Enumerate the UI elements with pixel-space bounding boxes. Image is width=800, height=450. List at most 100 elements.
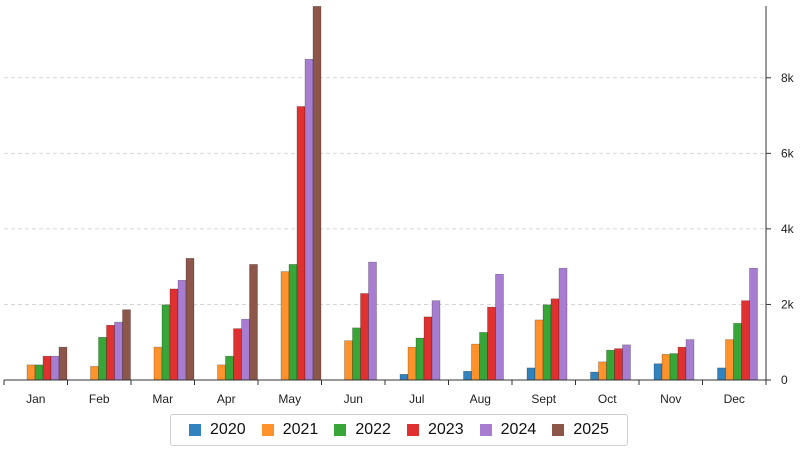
bar-2025-may[interactable]: [312, 6, 322, 381]
legend-swatch: [189, 424, 202, 436]
x-tick-label: Dec: [724, 392, 745, 406]
bar-2024-feb[interactable]: [114, 321, 123, 381]
bar-2023-oct[interactable]: [614, 348, 623, 381]
x-tick-label: Mar: [152, 392, 173, 406]
bar-2023-mar[interactable]: [169, 288, 179, 381]
legend-item-2022[interactable]: 2022: [334, 421, 391, 439]
bar-2024-dec[interactable]: [749, 267, 758, 381]
legend-label: 2025: [573, 421, 609, 438]
bar-2023-may[interactable]: [296, 106, 306, 381]
bar-2024-jul[interactable]: [431, 300, 441, 381]
bar-2022-dec[interactable]: [733, 323, 742, 381]
bar-2024-mar[interactable]: [177, 279, 187, 381]
x-tick-label: Feb: [89, 392, 110, 406]
legend-swatch: [334, 424, 347, 436]
legend-swatch: [407, 424, 419, 436]
bar-2024-aug[interactable]: [495, 273, 504, 381]
bar-2021-mar[interactable]: [153, 346, 163, 381]
bar-2025-apr[interactable]: [249, 264, 258, 381]
bar-2021-aug[interactable]: [471, 343, 480, 381]
bar-2021-dec[interactable]: [725, 339, 734, 381]
x-tick-label: Jul: [409, 392, 424, 406]
bar-2022-sept[interactable]: [542, 304, 552, 381]
bar-2023-feb[interactable]: [106, 324, 115, 381]
bar-2020-oct[interactable]: [590, 371, 599, 381]
x-tick-label: Sept: [531, 392, 556, 406]
bar-2022-apr[interactable]: [225, 355, 234, 381]
bars: [26, 6, 758, 381]
x-tick-label: Aug: [470, 392, 491, 406]
bar-2025-feb[interactable]: [122, 309, 131, 381]
bar-2022-nov[interactable]: [669, 353, 679, 381]
legend-label: 2023: [428, 421, 464, 438]
bar-2022-jan[interactable]: [34, 364, 44, 381]
axes: 0 2k 4k 6k 8k Jan Feb Mar Apr May Jun Jul Aug Sept Oct…: [3, 6, 795, 406]
x-tick-label: Jun: [344, 392, 363, 406]
bar-2022-aug[interactable]: [479, 332, 488, 381]
x-tick-label: Apr: [217, 392, 236, 406]
bar-2022-mar[interactable]: [161, 304, 171, 381]
bar-2022-jul[interactable]: [415, 337, 425, 381]
y-tick-label: 0: [781, 373, 788, 387]
bar-2025-mar[interactable]: [185, 258, 195, 381]
legend-label: 2020: [210, 421, 246, 438]
bar-2024-apr[interactable]: [241, 318, 250, 381]
x-tick-label: Nov: [660, 392, 681, 406]
bar-2023-dec[interactable]: [741, 300, 750, 381]
legend-item-2021[interactable]: 2021: [261, 421, 319, 439]
bar-2021-nov[interactable]: [661, 354, 671, 381]
bar-2024-may[interactable]: [304, 58, 314, 381]
legend-label: 2022: [355, 421, 391, 438]
legend-item-2023[interactable]: 2023: [407, 421, 464, 439]
bar-2022-may[interactable]: [288, 264, 298, 381]
legend-label: 2024: [500, 421, 537, 438]
bar-2021-feb[interactable]: [90, 366, 99, 381]
x-tick-label: Jan: [26, 392, 45, 406]
bar-2023-jan[interactable]: [42, 355, 52, 381]
y-tick-label: 8k: [781, 71, 795, 85]
y-tick-label: 6k: [781, 146, 795, 160]
bar-2022-jun[interactable]: [352, 327, 361, 381]
bar-2021-jan[interactable]: [26, 364, 36, 381]
bar-2024-jun[interactable]: [368, 261, 377, 381]
bar-2021-jul[interactable]: [407, 346, 417, 381]
bar-2022-oct[interactable]: [606, 349, 615, 381]
x-tick-label: Oct: [598, 392, 617, 406]
bar-2022-feb[interactable]: [98, 337, 107, 381]
bar-2020-aug[interactable]: [463, 371, 472, 381]
legend-swatch: [479, 424, 492, 436]
legend-item-2024[interactable]: 2024: [479, 421, 537, 439]
bar-2021-sept[interactable]: [534, 319, 544, 381]
bar-2023-aug[interactable]: [487, 306, 496, 381]
bar-2023-nov[interactable]: [677, 346, 687, 381]
bar-2024-oct[interactable]: [622, 344, 631, 381]
bar-2020-jul[interactable]: [399, 374, 409, 381]
legend-swatch: [552, 424, 565, 436]
legend-swatch: [261, 424, 274, 436]
bar-2024-jan[interactable]: [50, 355, 60, 381]
bar-2020-nov[interactable]: [653, 363, 663, 381]
x-tick-label: May: [278, 392, 301, 406]
y-tick-label: 4k: [781, 222, 795, 236]
legend-item-2020[interactable]: 2020: [189, 421, 246, 439]
bar-2024-nov[interactable]: [685, 339, 695, 381]
bar-2020-dec[interactable]: [717, 367, 726, 381]
bar-2024-sept[interactable]: [558, 267, 568, 381]
grid-lines: [4, 77, 766, 305]
bar-2023-apr[interactable]: [233, 328, 242, 381]
legend: 2020 2021 2022 2023 2024 2025: [170, 414, 628, 446]
bar-2020-sept[interactable]: [526, 367, 536, 381]
bar-2025-jan[interactable]: [58, 346, 68, 381]
bar-2023-sept[interactable]: [550, 298, 560, 381]
bar-2021-jun[interactable]: [344, 340, 353, 381]
legend-label: 2021: [282, 421, 319, 438]
bar-2023-jun[interactable]: [360, 293, 369, 381]
bar-2023-jul[interactable]: [423, 316, 433, 381]
bar-2021-apr[interactable]: [217, 364, 226, 381]
bar-2021-may[interactable]: [280, 271, 290, 381]
y-tick-label: 2k: [781, 297, 795, 311]
legend-item-2025[interactable]: 2025: [552, 421, 609, 439]
bar-2021-oct[interactable]: [598, 361, 607, 381]
